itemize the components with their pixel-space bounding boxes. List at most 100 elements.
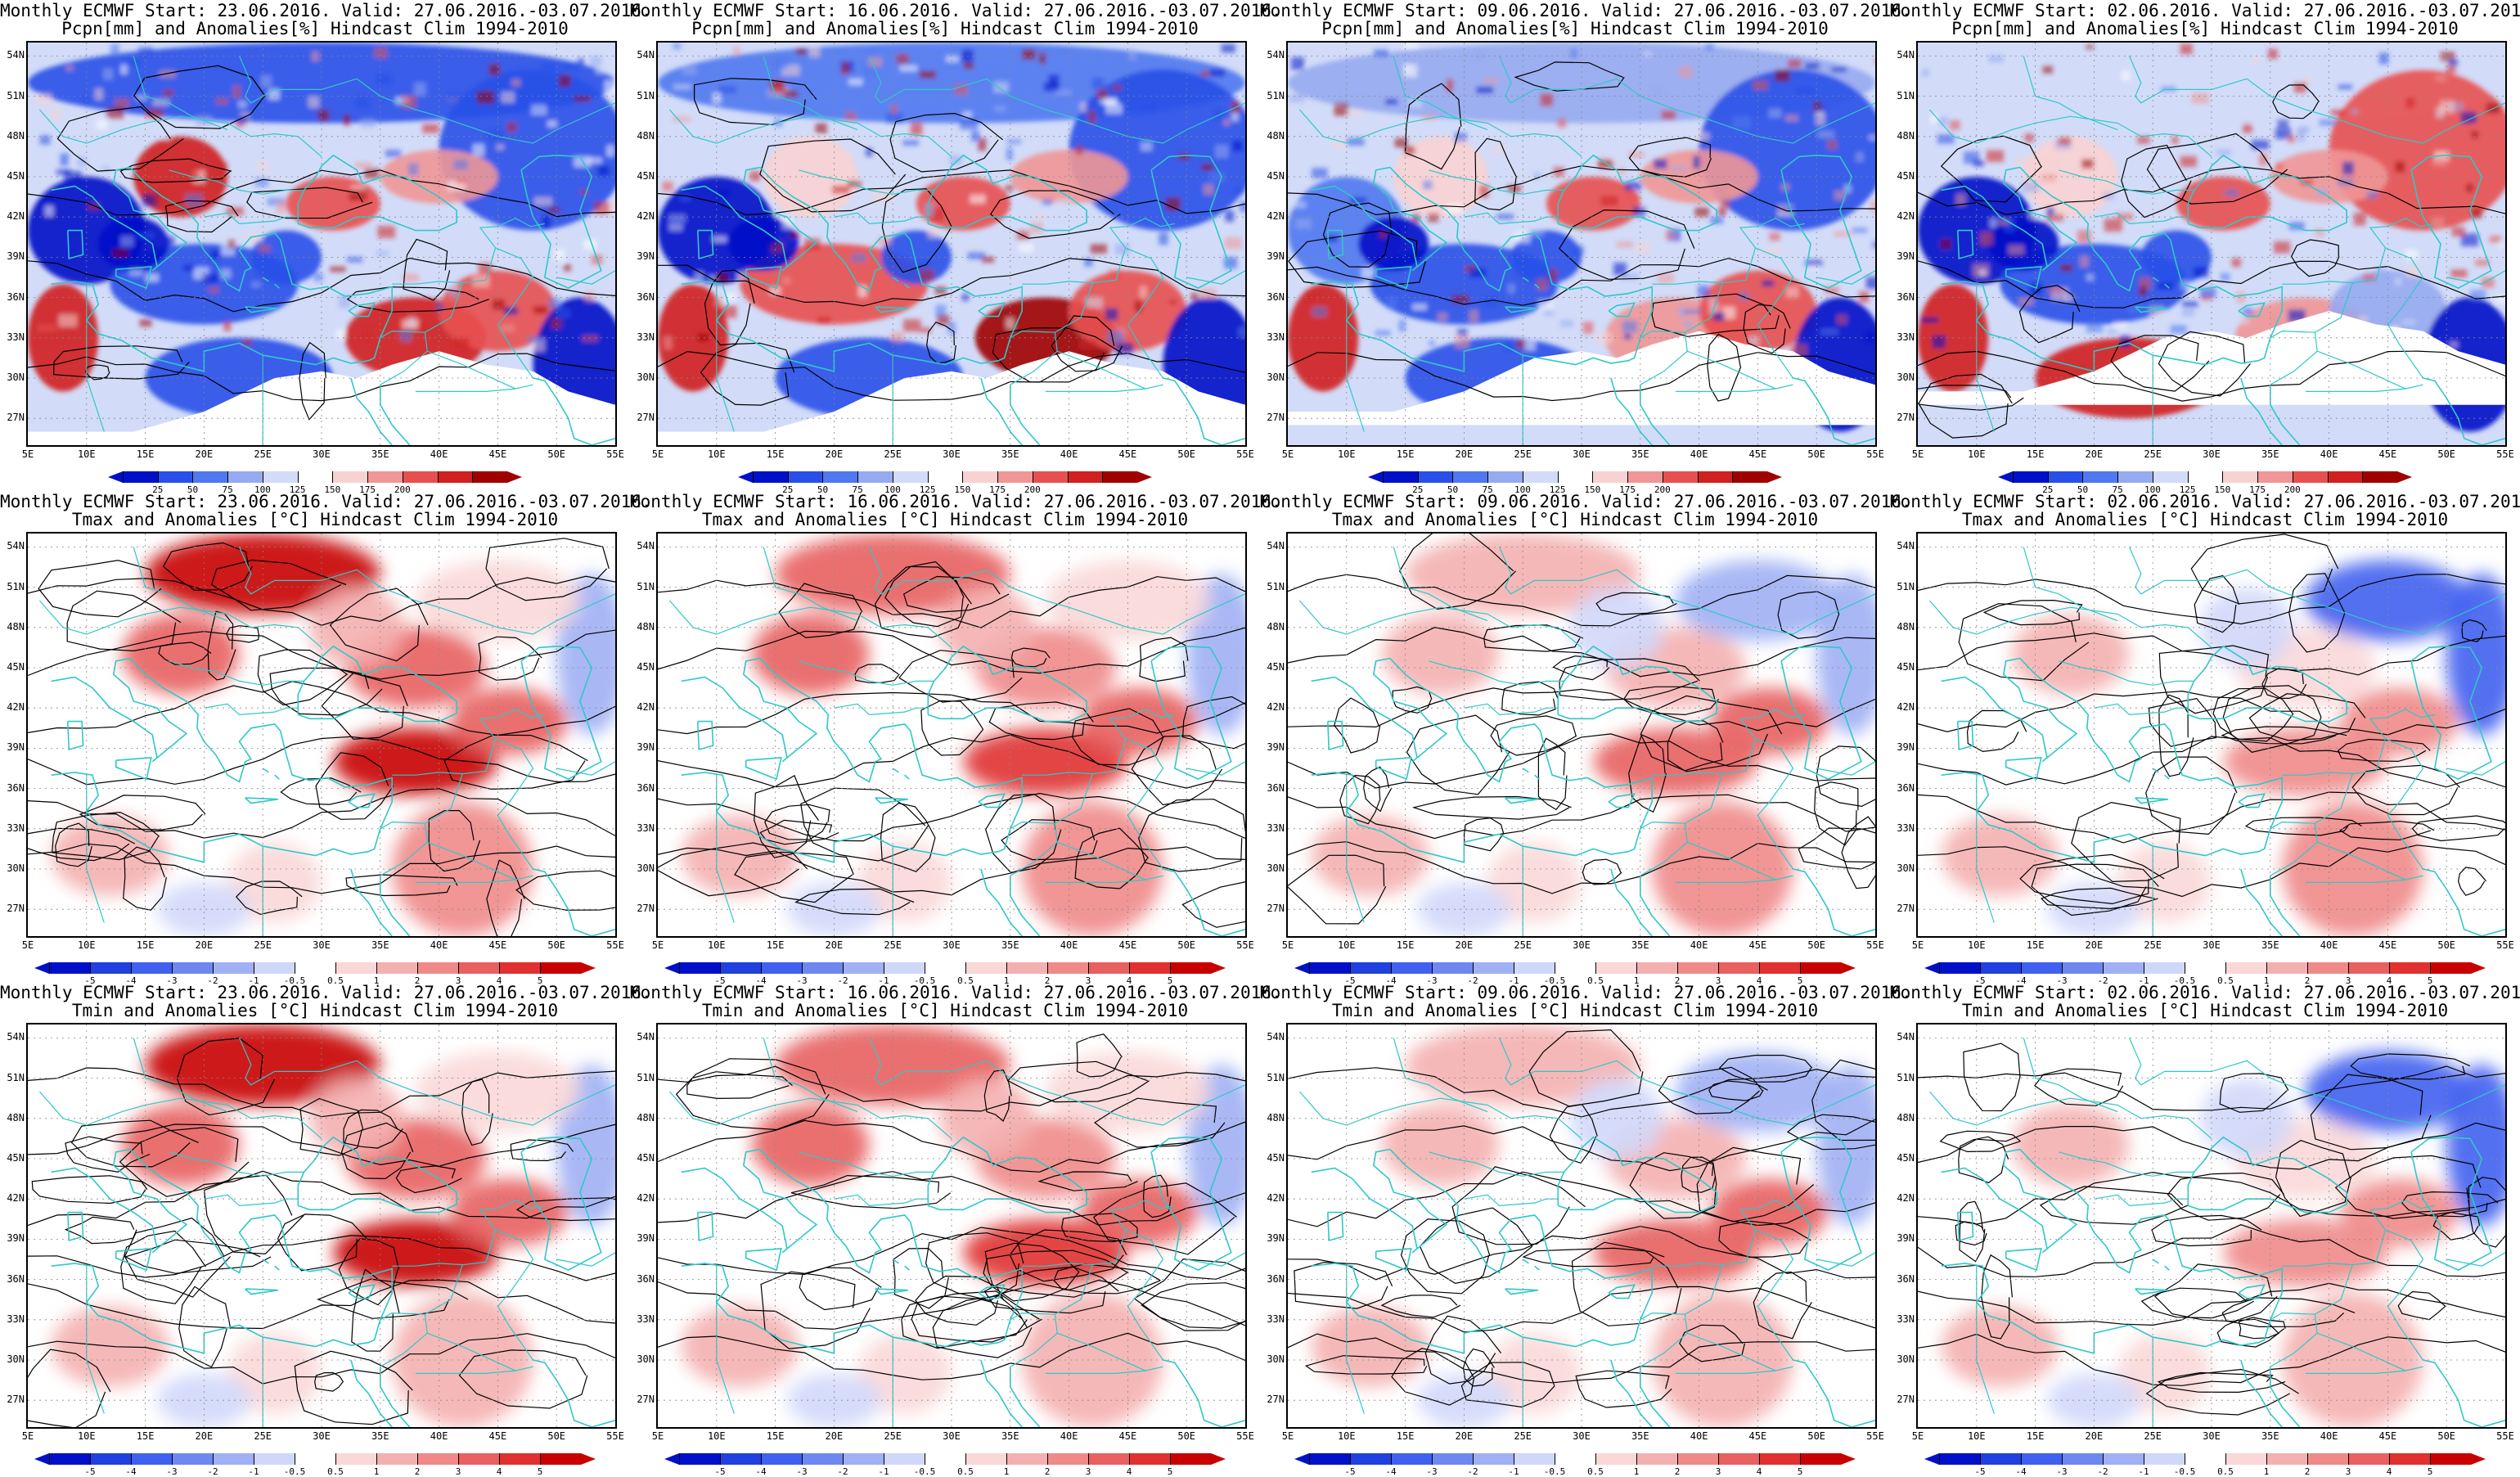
color-bar-swatch <box>893 471 928 483</box>
longitude-label: 10E <box>700 939 733 951</box>
latitude-label: 33N <box>2 1313 25 1325</box>
color-bar-swatch <box>2117 471 2153 483</box>
color-bar-swatch <box>2362 471 2397 483</box>
longitude-label: 15E <box>1389 1430 1422 1442</box>
color-bar-swatch <box>843 962 884 974</box>
longitude-label: 50E <box>2430 448 2463 460</box>
latitude-label: 45N <box>1262 1152 1285 1164</box>
anomaly-map <box>26 532 617 938</box>
longitude-label: 45E <box>1741 1430 1774 1442</box>
color-bar-tick-label: -5 <box>1334 1466 1366 1477</box>
color-bar-tick-label: -1 <box>2127 1466 2160 1477</box>
longitude-label: 45E <box>1111 1430 1144 1442</box>
longitude-label: 5E <box>11 1430 44 1442</box>
latitude-label: 39N <box>2 1232 25 1244</box>
longitude-label: 25E <box>246 939 279 951</box>
color-bar-swatch <box>822 471 857 483</box>
color-bar-swatch <box>2293 471 2328 483</box>
longitude-label: 40E <box>423 1430 456 1442</box>
latitude-label: 30N <box>632 862 655 874</box>
longitude-label: 35E <box>364 448 397 460</box>
color-bar-swatch <box>843 1453 884 1465</box>
latitude-label: 54N <box>1892 49 1915 61</box>
latitude-label: 51N <box>2 581 25 592</box>
color-bar-tick-label: 5 <box>1154 1466 1186 1477</box>
latitude-label: 54N <box>2 49 25 61</box>
color-bar-swatch <box>1129 1453 1170 1465</box>
color-bar-swatch <box>753 471 788 483</box>
longitude-label: 55E <box>599 939 632 951</box>
latitude-label: 42N <box>2 210 25 222</box>
latitude-label: 45N <box>2 1152 25 1164</box>
anomaly-map <box>1916 532 2507 938</box>
color-bar-swatch <box>1800 1453 1841 1465</box>
color-bar-swatch <box>131 962 172 974</box>
color-bar-swatch <box>131 1453 172 1465</box>
latitude-label: 48N <box>2 621 25 633</box>
longitude-label: 40E <box>1683 1430 1716 1442</box>
color-bar-swatch <box>1170 962 1211 974</box>
latitude-label: 54N <box>632 1031 655 1042</box>
color-bar-swatch <box>90 962 131 974</box>
longitude-label: 50E <box>2430 1430 2463 1442</box>
longitude-label: 35E <box>2254 1430 2287 1442</box>
longitude-label: 25E <box>876 448 909 460</box>
color-bar-swatch <box>2328 471 2363 483</box>
latitude-label: 39N <box>1262 1232 1285 1244</box>
color-bar-swatch <box>2225 1453 2266 1465</box>
color-bar-swatch <box>857 471 893 483</box>
longitude-label: 5E <box>1271 939 1304 951</box>
longitude-label: 10E <box>1960 448 1993 460</box>
latitude-label: 51N <box>2 1072 25 1083</box>
longitude-label: 35E <box>2254 939 2287 951</box>
color-bar-swatch <box>540 1453 581 1465</box>
latitude-label: 48N <box>1892 130 1915 142</box>
color-bar-swatch <box>2348 962 2389 974</box>
color-bar-swatch <box>1718 962 1759 974</box>
color-bar-arrow-left <box>108 471 123 483</box>
longitude-label: 25E <box>2136 448 2169 460</box>
anomaly-field <box>1288 1024 1875 1427</box>
panel-subtitle: Tmin and Anomalies [°C] Hindcast Clim 19… <box>1260 1002 1890 1020</box>
color-bar-tick-label: 1 <box>1620 1466 1653 1477</box>
anomaly-map <box>1916 1023 2507 1429</box>
latitude-label: 39N <box>1892 250 1915 262</box>
longitude-label: 55E <box>599 448 632 460</box>
longitude-label: 35E <box>994 1430 1027 1442</box>
color-bar-swatch <box>158 471 193 483</box>
panel-subtitle: Pcpn[mm] and Anomalies[%] Hindcast Clim … <box>1260 20 1890 38</box>
latitude-label: 48N <box>1892 1112 1915 1124</box>
longitude-label: 55E <box>1229 939 1262 951</box>
map-panel-tmin-23-06-2016: Monthly ECMWF Start: 23.06.2016. Valid: … <box>0 982 630 1473</box>
color-bar-tick-label: 3 <box>1702 1466 1735 1477</box>
longitude-label: 15E <box>759 1430 792 1442</box>
panel-title: Monthly ECMWF Start: 23.06.2016. Valid: … <box>0 2 630 20</box>
anomaly-field <box>1918 43 2505 445</box>
latitude-label: 36N <box>632 291 655 303</box>
latitude-label: 39N <box>632 1232 655 1244</box>
latitude-label: 51N <box>1262 90 1285 101</box>
color-bar-swatch <box>1006 1453 1047 1465</box>
color-bar-swatch <box>1383 471 1418 483</box>
latitude-label: 33N <box>2 822 25 834</box>
latitude-label: 36N <box>2 1273 25 1285</box>
latitude-label: 27N <box>1892 903 1915 914</box>
longitude-label: 30E <box>305 448 338 460</box>
latitude-label: 39N <box>2 250 25 262</box>
color-bar-swatch <box>2021 962 2062 974</box>
longitude-label: 5E <box>641 939 674 951</box>
longitude-label: 45E <box>1741 939 1774 951</box>
panel-subtitle: Pcpn[mm] and Anomalies[%] Hindcast Clim … <box>630 20 1260 38</box>
longitude-label: 35E <box>994 448 1027 460</box>
color-bar-arrow-left <box>1998 471 2013 483</box>
anomaly-field <box>658 534 1245 936</box>
color-bar-swatch <box>1473 962 1514 974</box>
color-bar-tick-label: -4 <box>745 1466 777 1477</box>
latitude-label: 42N <box>1892 701 1915 713</box>
color-bar-swatch <box>1129 962 1170 974</box>
color-bar-arrow-left <box>34 962 49 974</box>
color-bar-tick-label: -5 <box>74 1466 106 1477</box>
color-bar-swatch <box>802 962 843 974</box>
